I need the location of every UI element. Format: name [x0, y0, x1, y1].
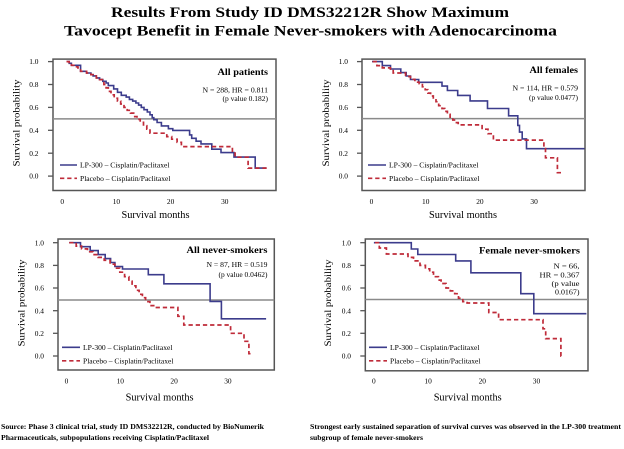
svg-text:0.6: 0.6 — [339, 103, 349, 112]
svg-text:0.0: 0.0 — [35, 352, 45, 361]
svg-text:subgroup of female never-smoke: subgroup of female never-smokers — [310, 433, 423, 442]
svg-text:0.6: 0.6 — [342, 284, 352, 293]
svg-text:Survival probability: Survival probability — [12, 79, 23, 166]
svg-text:LP-300 – Cisplatin/Paclitaxel: LP-300 – Cisplatin/Paclitaxel — [83, 343, 173, 352]
svg-text:Strongest early sustained sepa: Strongest early sustained separation of … — [310, 422, 621, 431]
svg-text:0.6: 0.6 — [29, 103, 39, 112]
svg-text:0.8: 0.8 — [342, 261, 352, 270]
svg-text:Pharmaceuticals, subpopulation: Pharmaceuticals, subpopulations receivin… — [1, 433, 209, 442]
svg-text:Survival months: Survival months — [126, 392, 194, 403]
svg-text:LP-300 – Cisplatin/Paclitaxel: LP-300 – Cisplatin/Paclitaxel — [389, 161, 479, 170]
svg-text:0: 0 — [372, 377, 376, 386]
svg-text:20: 20 — [479, 377, 487, 386]
svg-text:0.6: 0.6 — [35, 284, 45, 293]
svg-text:0.2: 0.2 — [339, 149, 349, 158]
svg-text:30: 30 — [221, 197, 229, 206]
svg-text:(p value 0.0477): (p value 0.0477) — [529, 93, 579, 102]
svg-text:All patients: All patients — [218, 67, 269, 78]
svg-text:(p value 0.0462): (p value 0.0462) — [219, 270, 269, 279]
svg-text:Source: Phase 3 clinical trial: Source: Phase 3 clinical trial, study ID… — [1, 422, 265, 431]
svg-text:N = 114, HR = 0.579: N = 114, HR = 0.579 — [513, 84, 579, 93]
svg-text:0.0: 0.0 — [29, 172, 39, 181]
svg-text:30: 30 — [530, 197, 538, 206]
svg-text:Placebo – Cisplatin/Paclitaxel: Placebo – Cisplatin/Paclitaxel — [390, 357, 481, 366]
svg-text:20: 20 — [170, 377, 178, 386]
svg-text:0.0167): 0.0167) — [555, 288, 580, 297]
svg-text:Placebo – Cisplatin/Paclitaxel: Placebo – Cisplatin/Paclitaxel — [83, 357, 174, 366]
svg-text:30: 30 — [224, 377, 232, 386]
svg-text:10: 10 — [113, 197, 121, 206]
svg-text:Survival probability: Survival probability — [321, 79, 332, 166]
svg-text:0.8: 0.8 — [29, 80, 39, 89]
svg-text:N = 66,: N = 66, — [554, 262, 580, 271]
svg-text:N = 288, HR = 0.811: N = 288, HR = 0.811 — [203, 85, 269, 94]
svg-text:Female never-smokers: Female never-smokers — [479, 246, 580, 257]
svg-text:0.8: 0.8 — [339, 80, 349, 89]
svg-text:Survival months: Survival months — [429, 210, 497, 221]
svg-text:0: 0 — [370, 197, 374, 206]
svg-text:1.0: 1.0 — [342, 238, 352, 247]
svg-text:0.2: 0.2 — [35, 329, 45, 338]
svg-text:0.4: 0.4 — [29, 126, 39, 135]
svg-text:0.0: 0.0 — [339, 172, 349, 181]
svg-text:Placebo – Cisplatin/Paclitaxel: Placebo – Cisplatin/Paclitaxel — [389, 174, 480, 183]
svg-text:1.0: 1.0 — [339, 57, 349, 66]
svg-text:Survival months: Survival months — [122, 210, 190, 221]
svg-text:0: 0 — [65, 377, 69, 386]
svg-text:N = 87, HR = 0.519: N = 87, HR = 0.519 — [207, 260, 268, 269]
svg-text:Results From Study ID DMS32212: Results From Study ID DMS32212R Show Max… — [111, 5, 510, 21]
svg-text:(p value 0.182): (p value 0.182) — [223, 94, 269, 103]
svg-text:LP-300 – Cisplatin/Paclitaxel: LP-300 – Cisplatin/Paclitaxel — [80, 161, 170, 170]
svg-text:1.0: 1.0 — [35, 238, 45, 247]
svg-text:Tavocept Benefit in Female Nev: Tavocept Benefit in Female Never-smokers… — [64, 23, 558, 39]
svg-text:(p value: (p value — [552, 279, 581, 288]
svg-text:0.4: 0.4 — [339, 126, 349, 135]
svg-text:Survival months: Survival months — [434, 392, 502, 403]
svg-text:10: 10 — [117, 377, 125, 386]
svg-text:10: 10 — [422, 197, 430, 206]
svg-text:30: 30 — [533, 377, 541, 386]
svg-text:LP-300 – Cisplatin/Paclitaxel: LP-300 – Cisplatin/Paclitaxel — [390, 343, 480, 352]
svg-text:All never-smokers: All never-smokers — [187, 245, 268, 256]
svg-text:20: 20 — [476, 197, 484, 206]
svg-text:Placebo – Cisplatin/Paclitaxel: Placebo – Cisplatin/Paclitaxel — [80, 174, 171, 183]
svg-text:0.4: 0.4 — [342, 306, 352, 315]
svg-text:HR = 0.367: HR = 0.367 — [540, 270, 580, 279]
svg-text:0.8: 0.8 — [35, 261, 45, 270]
svg-text:0.2: 0.2 — [29, 149, 39, 158]
svg-text:Survival probability: Survival probability — [17, 259, 28, 346]
svg-text:0.0: 0.0 — [342, 352, 352, 361]
svg-text:All females: All females — [530, 65, 579, 76]
svg-text:0.2: 0.2 — [342, 329, 352, 338]
svg-text:0: 0 — [60, 197, 64, 206]
svg-text:0.4: 0.4 — [35, 306, 45, 315]
svg-text:10: 10 — [424, 377, 432, 386]
svg-text:20: 20 — [167, 197, 175, 206]
svg-text:1.0: 1.0 — [29, 57, 39, 66]
svg-text:Survival probability: Survival probability — [323, 259, 334, 346]
